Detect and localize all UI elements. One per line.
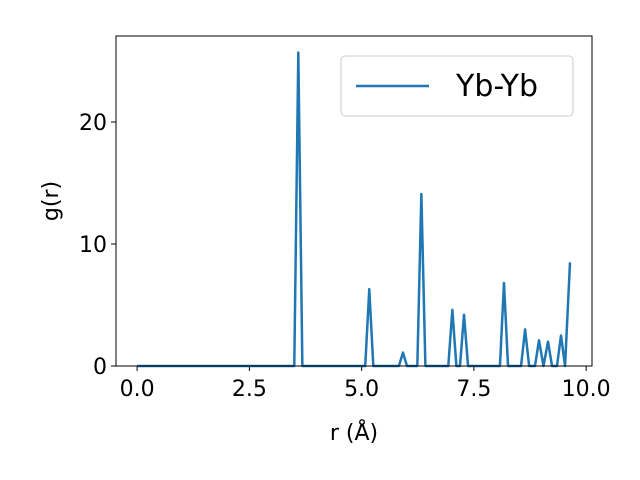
x-tick-label: 2.5 bbox=[232, 377, 267, 402]
x-tick-label: 5.0 bbox=[344, 377, 379, 402]
legend-box bbox=[340, 55, 574, 117]
x-tick-label: 10.0 bbox=[562, 377, 611, 402]
x-tick-label: 7.5 bbox=[456, 377, 491, 402]
plot-frame bbox=[115, 35, 593, 367]
y-tick-label: 20 bbox=[79, 111, 107, 136]
y-tick-label: 0 bbox=[93, 355, 107, 380]
legend-label: Yb-Yb bbox=[455, 69, 538, 104]
data-line bbox=[137, 51, 572, 368]
x-axis-label: r (Å) bbox=[330, 419, 378, 446]
y-tick-label: 10 bbox=[79, 233, 107, 258]
y-axis-label: g(r) bbox=[39, 181, 64, 221]
x-tick-label: 0.0 bbox=[120, 377, 155, 402]
